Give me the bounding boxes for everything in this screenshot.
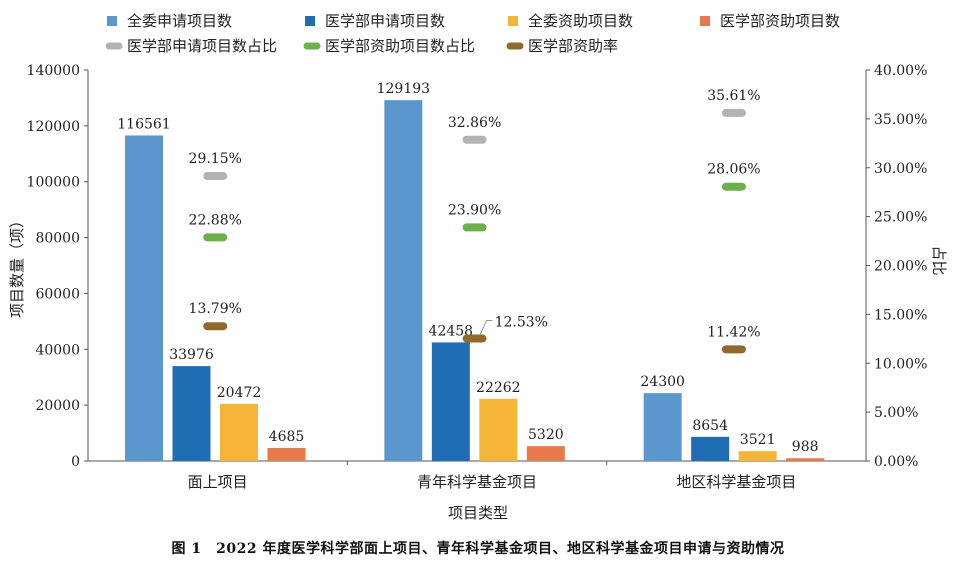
chart: 0 20000 40000 60000 80000 100000 120000 140000 0… <box>8 12 948 522</box>
right-tick-label: 20.00% <box>874 259 927 275</box>
marker-data-label: 13.79% <box>189 301 242 317</box>
bar-data-label: 22262 <box>476 380 521 396</box>
bar <box>643 393 682 461</box>
left-tick-label: 60000 <box>35 286 80 302</box>
legend-label: 医学部资助率 <box>528 37 618 55</box>
left-tick-label: 80000 <box>35 231 80 247</box>
marker-data-label: 12.53% <box>495 315 548 331</box>
bar-data-label: 24300 <box>640 374 685 390</box>
x-axis-title: 项目类型 <box>448 504 508 522</box>
bar-data-label: 129193 <box>377 81 430 97</box>
bar-data-label: 4685 <box>269 429 305 445</box>
bar-data-label: 116561 <box>117 116 170 132</box>
legend-label: 医学部资助项目数占比 <box>325 37 475 55</box>
legend-swatch <box>305 16 315 26</box>
legend-swatch <box>107 16 117 26</box>
marker-data-label: 28.06% <box>707 162 760 178</box>
right-tick-label: 0.00% <box>874 454 918 470</box>
bar <box>384 100 423 461</box>
bar <box>738 451 777 461</box>
bar <box>172 366 211 461</box>
bar-data-label: 33976 <box>169 347 214 363</box>
bar-data-label: 20472 <box>217 385 262 401</box>
marker-data-label: 32.86% <box>448 115 501 131</box>
right-tick-label: 25.00% <box>874 210 927 226</box>
legend-label: 全委资助项目数 <box>528 12 633 30</box>
marker-data-label: 23.90% <box>448 202 501 218</box>
bar-data-label: 988 <box>792 439 819 455</box>
bar-data-label: 42458 <box>429 323 474 339</box>
bar <box>526 446 565 461</box>
legend-label: 医学部资助项目数 <box>720 12 840 30</box>
bar <box>431 342 470 461</box>
marker-data-label: 11.42% <box>707 324 760 340</box>
bar <box>479 398 518 461</box>
left-tick-label: 140000 <box>27 63 80 79</box>
y2-axis-title: 占比 <box>930 245 948 275</box>
left-tick-label: 20000 <box>35 398 80 414</box>
y-axis-title: 项目数量（项） <box>8 213 26 318</box>
bar <box>220 403 258 461</box>
bar <box>267 447 306 461</box>
left-tick-label: 40000 <box>35 342 80 358</box>
marker-leader-line <box>479 320 493 336</box>
legend-label: 医学部申请项目数占比 <box>127 37 277 55</box>
figure-caption: 图 1 2022 年度医学科学部面上项目、青年科学基金项目、地区科学基金项目申请… <box>171 541 785 557</box>
marker-data-label: 35.61% <box>707 88 760 104</box>
right-tick-label: 5.00% <box>874 405 918 421</box>
bar <box>691 436 730 461</box>
bar-data-label: 3521 <box>740 432 776 448</box>
bar <box>786 458 825 461</box>
left-tick-label: 100000 <box>27 175 80 191</box>
marker-data-label: 29.15% <box>189 151 242 167</box>
right-tick-label: 10.00% <box>874 356 927 372</box>
right-tick-label: 30.00% <box>874 161 927 177</box>
x-tick-label: 地区科学基金项目 <box>676 473 796 491</box>
right-tick-label: 40.00% <box>874 63 927 79</box>
legend-swatch <box>700 16 710 26</box>
left-tick-label: 0 <box>71 454 80 470</box>
legend-swatch <box>508 16 518 26</box>
right-tick-label: 15.00% <box>874 307 927 323</box>
bar <box>125 135 163 461</box>
bar-data-label: 5320 <box>528 427 564 443</box>
left-tick-label: 120000 <box>27 119 80 135</box>
marker-data-label: 22.88% <box>189 212 242 228</box>
legend-label: 医学部申请项目数 <box>325 12 445 30</box>
x-tick-label: 青年科学基金项目 <box>417 473 537 491</box>
x-tick-label: 面上项目 <box>188 473 248 491</box>
bar-data-label: 8654 <box>692 418 728 434</box>
legend-label: 全委申请项目数 <box>127 12 232 30</box>
right-tick-label: 35.00% <box>874 112 927 128</box>
